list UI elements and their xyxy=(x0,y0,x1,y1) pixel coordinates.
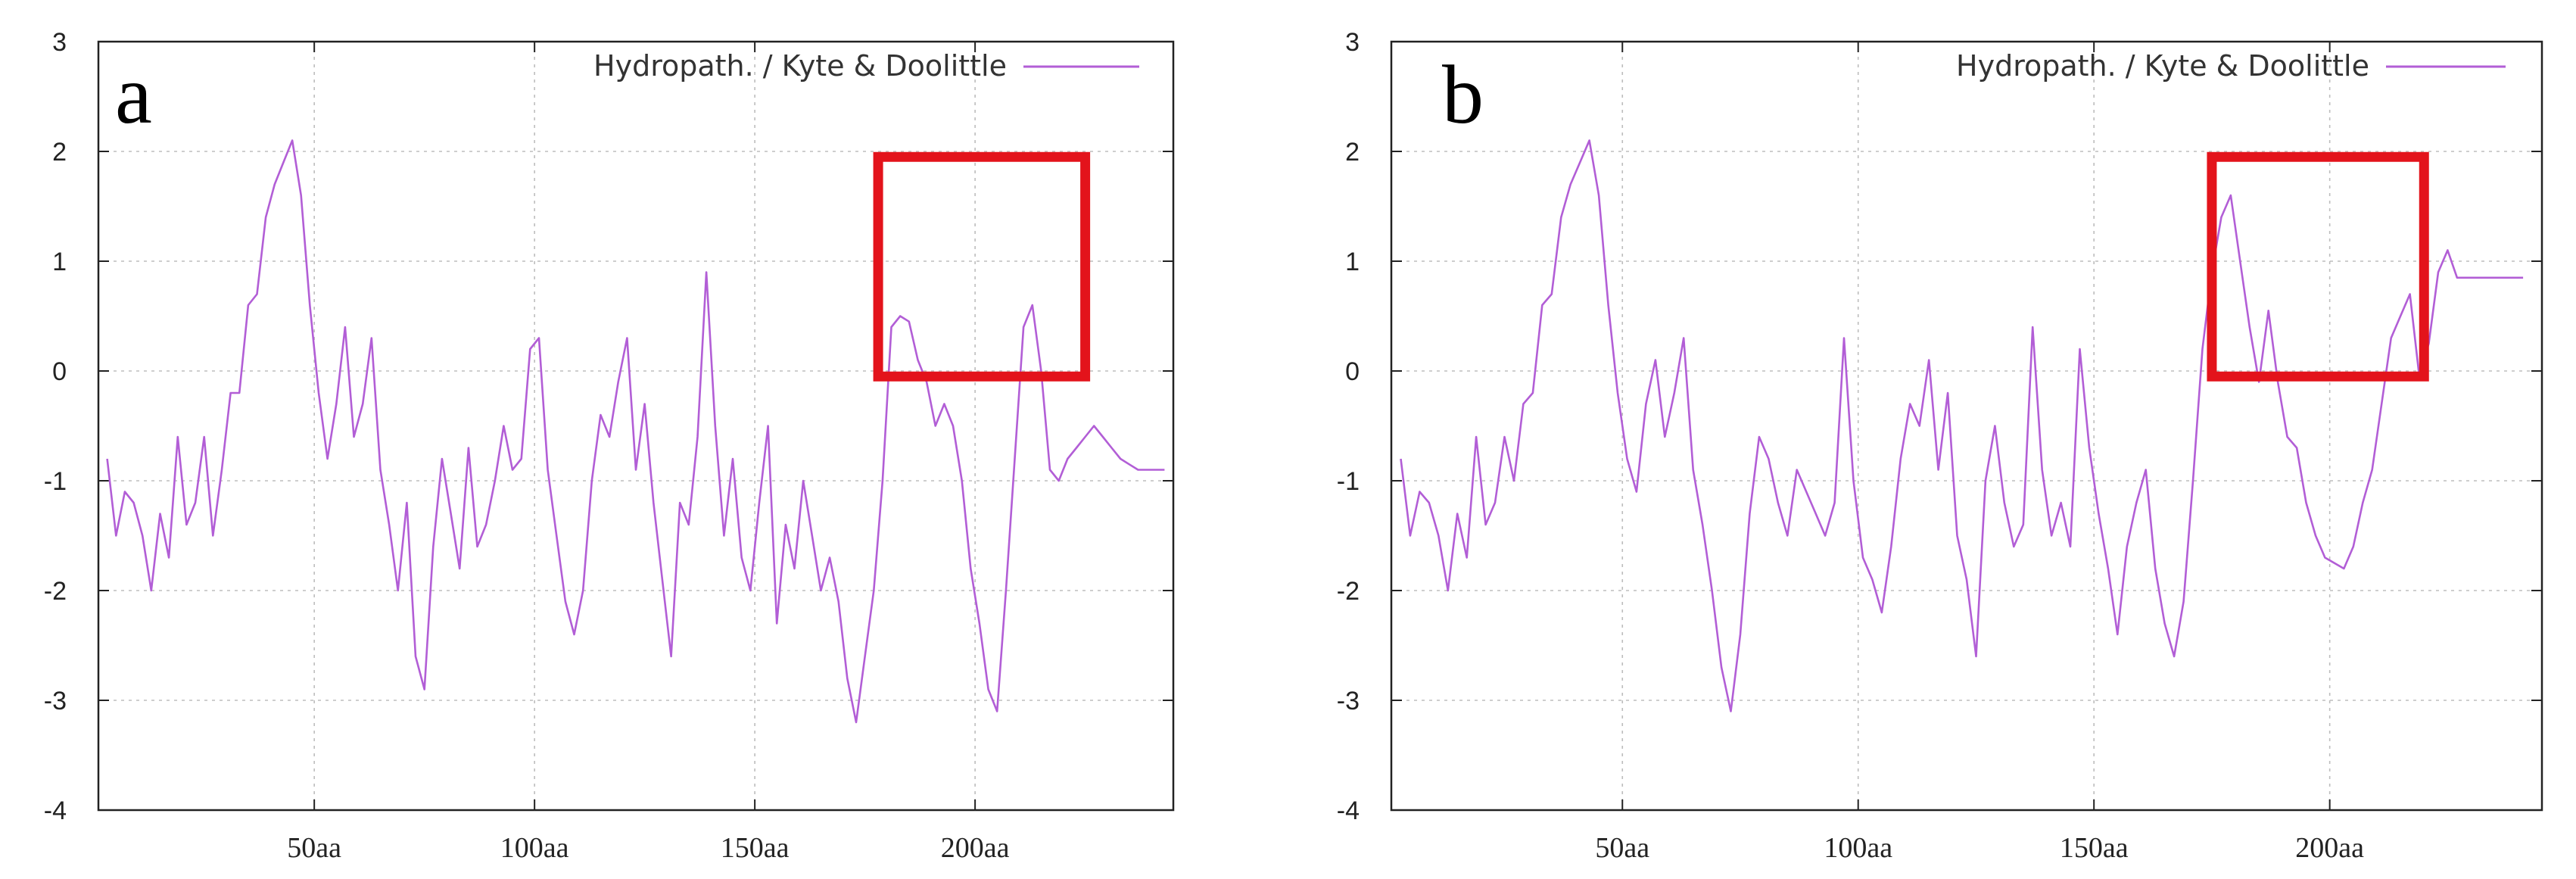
plot-area-frame xyxy=(97,40,1175,812)
y-tick-label: -2 xyxy=(44,577,67,606)
axis-ticks: -4 -3 -2 -1 0 1 2 3 50aa 100aa 150aa 200aa xyxy=(44,28,1173,864)
plot-area-frame xyxy=(1390,40,2543,812)
y-tick-label: 2 xyxy=(52,138,67,167)
y-tick-label: -1 xyxy=(1337,467,1360,496)
chart-panel-a: a Hydropath. / Kyte & Doolittle -4 -3 -2 -1… xyxy=(44,28,1175,864)
x-tick-label: 50aa xyxy=(287,832,341,864)
panel-label: b xyxy=(1442,48,1484,141)
grid-lines xyxy=(98,42,1173,810)
y-tick-label: -3 xyxy=(44,687,67,715)
y-tick-label: -4 xyxy=(44,796,67,825)
y-tick-label: -3 xyxy=(1337,687,1360,715)
y-tick-label: -1 xyxy=(44,467,67,496)
chart-panel-b: b Hydropath. / Kyte & Doolittle -4 -3 -2 -1… xyxy=(1337,28,2543,864)
axis-ticks: -4 -3 -2 -1 0 1 2 3 50aa 100aa 150aa 200aa xyxy=(1337,28,2542,864)
x-tick-label: 200aa xyxy=(2295,832,2364,864)
y-tick-label: 1 xyxy=(1345,248,1360,276)
x-tick-label: 100aa xyxy=(500,832,569,864)
series-line-hydropathy xyxy=(106,139,1165,724)
grid-lines xyxy=(1391,42,2542,810)
x-tick-label: 50aa xyxy=(1595,832,1649,864)
y-tick-label: 0 xyxy=(52,357,67,386)
y-tick-label: 2 xyxy=(1345,138,1360,167)
x-tick-label: 200aa xyxy=(941,832,1010,864)
y-tick-label: 3 xyxy=(52,28,67,57)
legend-label: Hydropath. / Kyte & Doolittle xyxy=(1956,49,2369,83)
y-tick-label: -2 xyxy=(1337,577,1360,606)
highlight-box xyxy=(2207,151,2429,382)
y-tick-label: -4 xyxy=(1337,796,1360,825)
y-tick-label: 1 xyxy=(52,248,67,276)
y-tick-label: 0 xyxy=(1345,357,1360,386)
highlight-box xyxy=(873,151,1091,382)
x-tick-label: 150aa xyxy=(2060,832,2129,864)
panel-label: a xyxy=(115,48,152,141)
x-tick-label: 100aa xyxy=(1824,832,1892,864)
legend-label: Hydropath. / Kyte & Doolittle xyxy=(593,49,1007,83)
series-line-hydropathy xyxy=(1400,139,2524,712)
y-tick-label: 3 xyxy=(1345,28,1360,57)
x-tick-label: 150aa xyxy=(721,832,790,864)
